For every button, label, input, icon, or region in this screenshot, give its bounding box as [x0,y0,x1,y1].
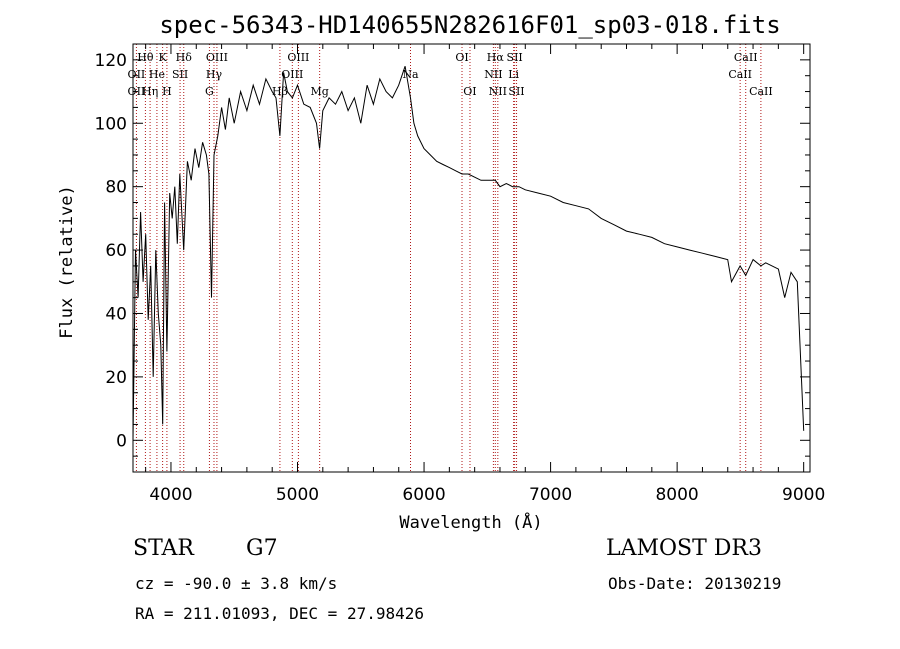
x-tick-label: 7000 [529,485,572,505]
marker-label: He [149,68,165,81]
survey-name: LAMOST DR3 [606,536,762,561]
marker-label: Hδ [176,51,193,64]
marker-label: Na [402,68,419,81]
x-axis: 4000 5000 6000 7000 8000 9000 [145,44,825,505]
y-tick-label: 80 [105,178,127,198]
marker-label: OIII [281,68,303,81]
marker-label: OII [128,68,146,81]
y-tick-label: 120 [95,51,127,71]
y-tick-label: 20 [105,368,127,388]
dec-value: 27.98426 [346,604,424,623]
spectral-class: G7 [246,536,278,561]
spectrum-line [132,66,805,441]
chart-title: spec-56343-HD140655N282616F01_sp03-018.f… [159,11,780,39]
obs-date-value: 20130219 [704,574,782,593]
y-tick-label: 60 [105,241,127,261]
object-classification: STAR G7 [133,536,278,561]
marker-label: Hη [142,85,158,98]
marker-label: NII [484,68,502,81]
marker-label: Hβ [272,85,288,98]
x-tick-label: 8000 [655,485,698,505]
cz-label: cz = [135,574,184,593]
marker-label: NII [489,85,507,98]
marker-label: OI [455,51,468,64]
y-tick-label: 40 [105,304,127,324]
marker-label: SII [507,51,523,64]
marker-label: OI [463,85,476,98]
x-axis-label: Wavelength (Å) [399,511,542,533]
spectrum-chart: spec-56343-HD140655N282616F01_sp03-018.f… [57,11,825,533]
ra-value: 211.01093 [183,604,270,623]
marker-label: Hθ [137,51,154,64]
marker-label: G [205,85,214,98]
dec-label: , DEC = [269,604,347,623]
y-tick-label: 0 [116,431,127,451]
marker-label: CaII [728,68,752,81]
marker-label: Li [508,68,519,81]
marker-label: Mg [310,85,328,98]
cz-value: -90.0 ± 3.8 km/s [183,574,338,593]
marker-label: SII [508,85,524,98]
marker-label: H [162,85,172,98]
plot-frame [132,43,811,473]
marker-label: SII [172,68,188,81]
marker-label: OIII [287,51,309,64]
y-tick-label: 100 [95,114,127,134]
marker-label: CaII [749,85,773,98]
marker-label: CaII [734,51,758,64]
marker-label: Hγ [206,68,223,81]
y-axis-label: Flux (relative) [57,185,77,339]
x-tick-label: 4000 [149,485,192,505]
marker-label: OIII [206,51,228,64]
x-tick-label: 9000 [782,485,825,505]
obs-date-label: Obs-Date: [608,574,705,593]
marker-label: Hα [487,51,505,64]
redshift-readout: cz = -90.0 ± 3.8 km/s [135,574,337,593]
object-type: STAR [133,536,194,561]
coordinates-readout: RA = 211.01093, DEC = 27.98426 [135,604,424,623]
x-tick-label: 6000 [402,485,445,505]
marker-label: K [159,51,168,64]
y-axis: 0 20 40 60 80 100 120 [95,43,810,457]
emission-line-markers [135,44,762,472]
ra-label: RA = [135,604,184,623]
x-tick-label: 5000 [276,485,319,505]
observation-date: Obs-Date: 20130219 [608,574,781,593]
